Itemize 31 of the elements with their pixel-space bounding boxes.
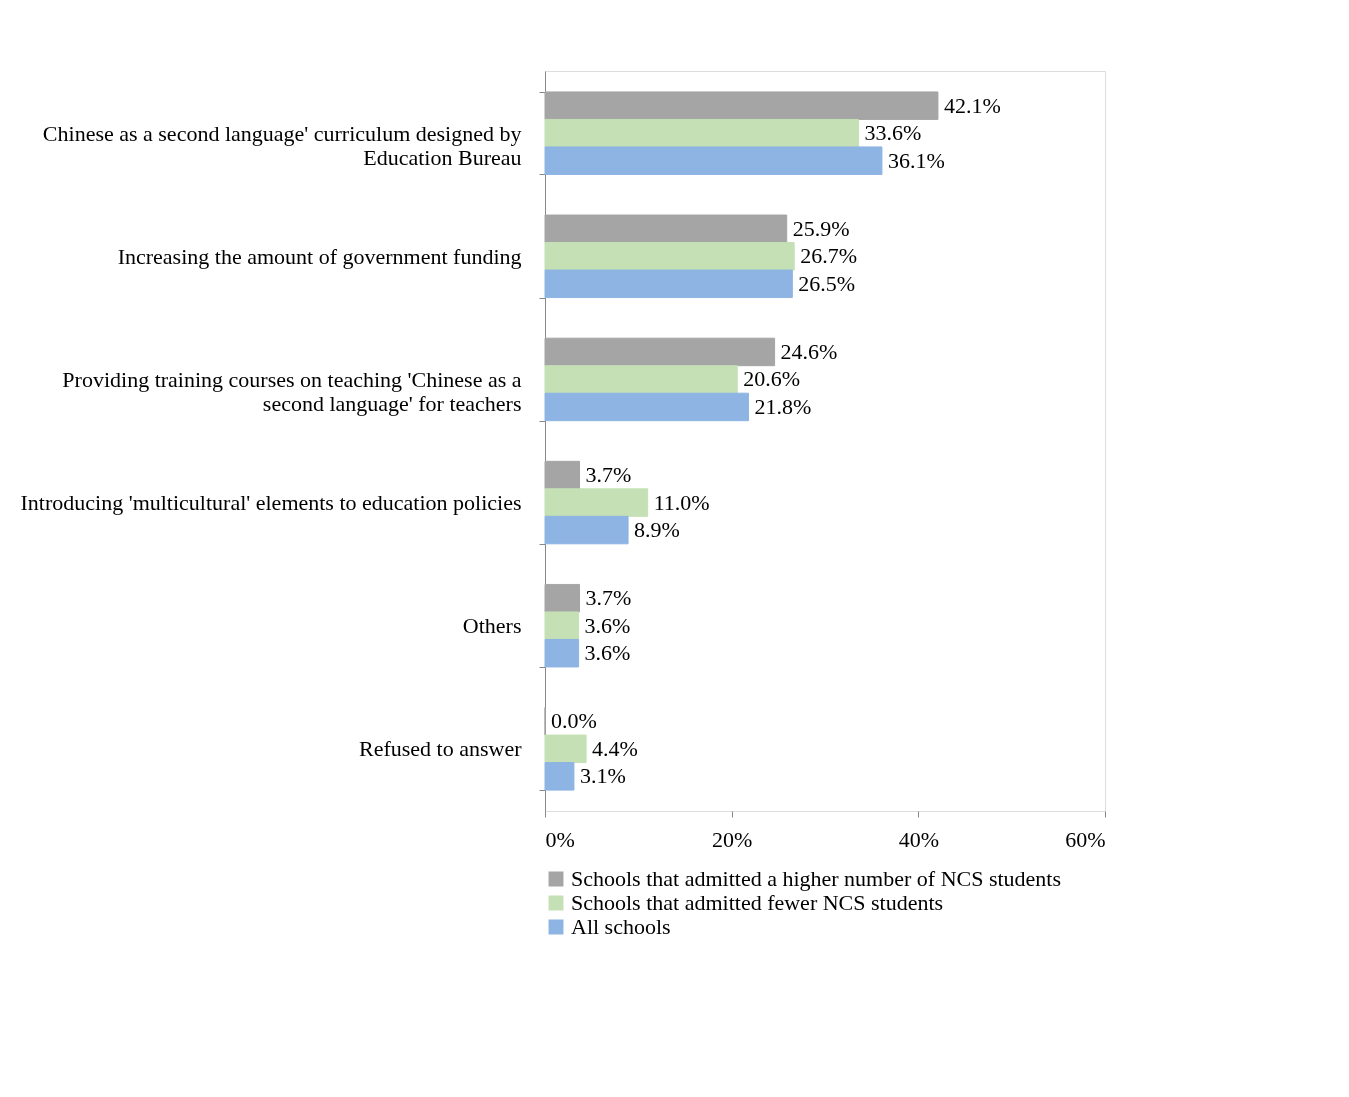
data-label: 3.1%	[579, 763, 626, 789]
data-label: 36.1%	[887, 147, 945, 173]
x-tick-label: 60%	[1065, 826, 1106, 852]
x-tick-label: 40%	[898, 826, 939, 852]
data-label: 3.6%	[584, 640, 631, 666]
data-label: 8.9%	[634, 517, 680, 543]
data-label: 0.0%	[551, 708, 597, 734]
data-label: 21.8%	[754, 393, 812, 419]
data-label: 42.1%	[943, 92, 1001, 118]
legend-label: Schools that admitted fewer NCS students	[571, 890, 944, 915]
data-label: 26.7%	[800, 243, 858, 269]
y-tick-label: Others	[462, 613, 522, 639]
data-label: 4.4%	[592, 735, 638, 761]
data-label: 3.7%	[585, 462, 632, 488]
data-label: 33.6%	[864, 120, 922, 146]
y-tick-label: Increasing the amount of government funding	[117, 243, 522, 269]
y-tick-label: Introducing 'multicultural' elements to education policies	[20, 490, 522, 516]
data-label: 25.9%	[792, 215, 850, 241]
x-tick-label: 0%	[545, 826, 575, 852]
y-tick-label: Providing training courses on teaching 'Chinese as a second language' for teachers	[62, 366, 522, 416]
data-label: 3.7%	[585, 585, 632, 611]
legend-label: All schools	[571, 914, 671, 939]
x-tick-label: 20%	[712, 826, 753, 852]
legend-label: Schools that admitted a higher number of NCS students	[571, 866, 1062, 891]
data-label: 20.6%	[743, 366, 801, 392]
data-label: 26.5%	[798, 270, 856, 296]
data-label: 24.6%	[780, 338, 838, 364]
y-tick-label: Chinese as a second language' curriculum designed by Education Bureau	[42, 120, 522, 170]
data-label: 11.0%	[653, 489, 710, 515]
data-label: 3.6%	[584, 612, 631, 638]
y-tick-label: Refused to answer	[358, 736, 523, 762]
